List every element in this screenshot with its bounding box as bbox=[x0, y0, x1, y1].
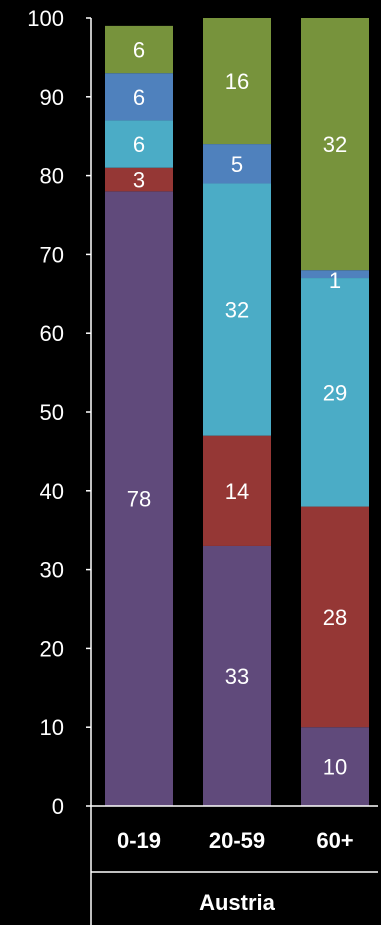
bar-segment bbox=[105, 25, 173, 74]
x-tick-label: 20-59 bbox=[209, 828, 265, 853]
data-label: 29 bbox=[323, 380, 347, 405]
bar-segment bbox=[105, 191, 173, 807]
x-tick-label: 60+ bbox=[316, 828, 353, 853]
y-tick-label: 90 bbox=[40, 85, 64, 110]
bars: 78 3 6 6 6 33 14 32 5 16 10 28 29 1 32 bbox=[105, 18, 369, 807]
data-label: 5 bbox=[231, 152, 243, 177]
y-tick-label: 10 bbox=[40, 715, 64, 740]
bar-segment bbox=[203, 435, 271, 546]
bar-segment bbox=[203, 144, 271, 184]
y-tick-label: 50 bbox=[40, 400, 64, 425]
data-label: 6 bbox=[133, 38, 145, 63]
bar-segment bbox=[105, 73, 173, 121]
data-label: 33 bbox=[225, 664, 249, 689]
y-tick-label: 70 bbox=[40, 242, 64, 267]
data-label: 28 bbox=[323, 605, 347, 630]
y-tick-label: 100 bbox=[27, 6, 64, 31]
x-tick-label: 0-19 bbox=[117, 828, 161, 853]
data-label: 1 bbox=[329, 268, 341, 293]
x-axis: 0-19 20-59 60+ Austria bbox=[90, 805, 378, 925]
x-group-label: Austria bbox=[199, 890, 276, 915]
y-tick-label: 40 bbox=[40, 479, 64, 504]
bar-segment bbox=[203, 18, 271, 145]
data-label: 16 bbox=[225, 69, 249, 94]
y-tick-label: 60 bbox=[40, 321, 64, 346]
data-label: 6 bbox=[133, 132, 145, 157]
data-label: 6 bbox=[133, 85, 145, 110]
bar-segment bbox=[301, 278, 369, 507]
data-label: 14 bbox=[225, 479, 249, 504]
data-label: 32 bbox=[323, 132, 347, 157]
bar-segment bbox=[301, 727, 369, 806]
data-label: 3 bbox=[133, 168, 145, 193]
bar-segment bbox=[301, 18, 369, 271]
y-tick-label: 80 bbox=[40, 164, 64, 189]
bar-segment bbox=[105, 120, 173, 168]
bar-segment bbox=[105, 167, 173, 192]
bar-segment bbox=[203, 183, 271, 436]
bar-segment bbox=[203, 545, 271, 806]
y-axis: 0 10 20 30 40 50 60 70 80 90 100 bbox=[27, 6, 92, 819]
y-tick-label: 20 bbox=[40, 636, 64, 661]
bar-segment bbox=[301, 506, 369, 728]
bar-segment bbox=[301, 270, 369, 279]
data-label: 78 bbox=[127, 487, 151, 512]
data-label: 32 bbox=[225, 298, 249, 323]
y-tick-label: 0 bbox=[52, 794, 64, 819]
y-tick-label: 30 bbox=[40, 558, 64, 583]
data-label: 10 bbox=[323, 755, 347, 780]
